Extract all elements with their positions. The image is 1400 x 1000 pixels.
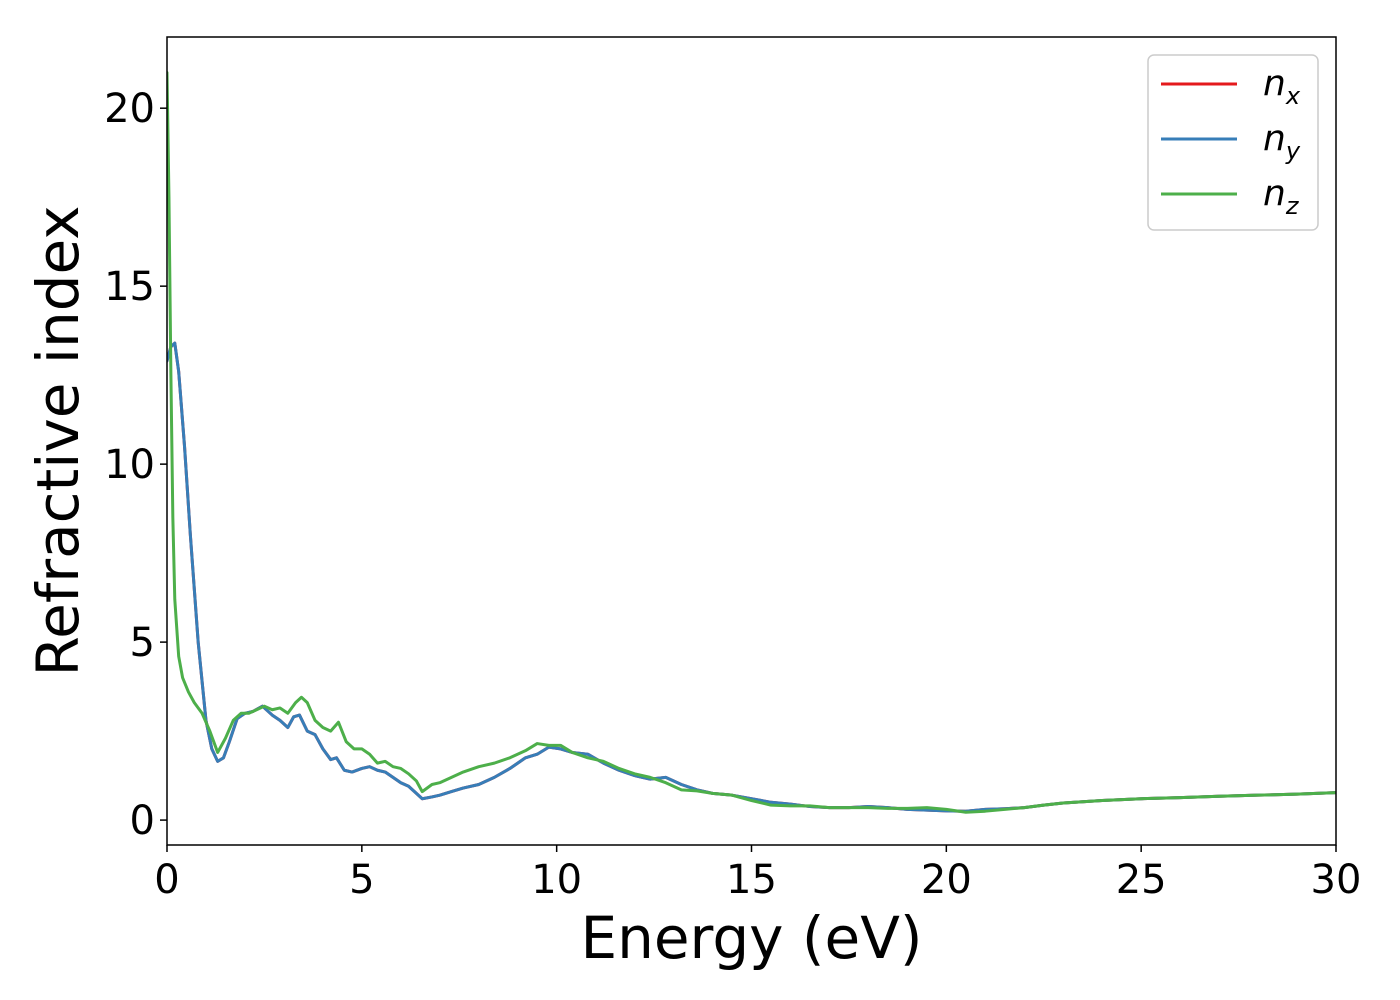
y-tick-label: 5 [130, 620, 155, 666]
y-tick-label: 0 [130, 798, 155, 844]
x-tick-label: 30 [1311, 857, 1362, 903]
legend-entry-nx: nx [1263, 63, 1301, 110]
y-axis-label: Refractive index [24, 205, 92, 676]
x-tick-label: 25 [1116, 857, 1167, 903]
legend-box [1147, 54, 1319, 231]
y-tick-label: 20 [104, 86, 155, 132]
x-tick-label: 0 [154, 857, 179, 903]
x-axis-label: Energy (eV) [580, 904, 922, 972]
series-layer [167, 71, 1336, 814]
x-tick-label: 5 [349, 857, 374, 903]
x-tick-label: 10 [531, 857, 582, 903]
y-axis-ticks: 0 5 10 15 20 [104, 86, 167, 844]
x-tick-label: 15 [726, 857, 777, 903]
y-tick-label: 15 [104, 264, 155, 310]
series-line-nz [167, 71, 1336, 814]
x-tick-label: 20 [921, 857, 972, 903]
y-tick-label: 10 [104, 442, 155, 488]
x-axis-ticks: 0 5 10 15 20 25 30 [154, 845, 1361, 903]
legend-entry-ny: ny [1263, 118, 1301, 165]
